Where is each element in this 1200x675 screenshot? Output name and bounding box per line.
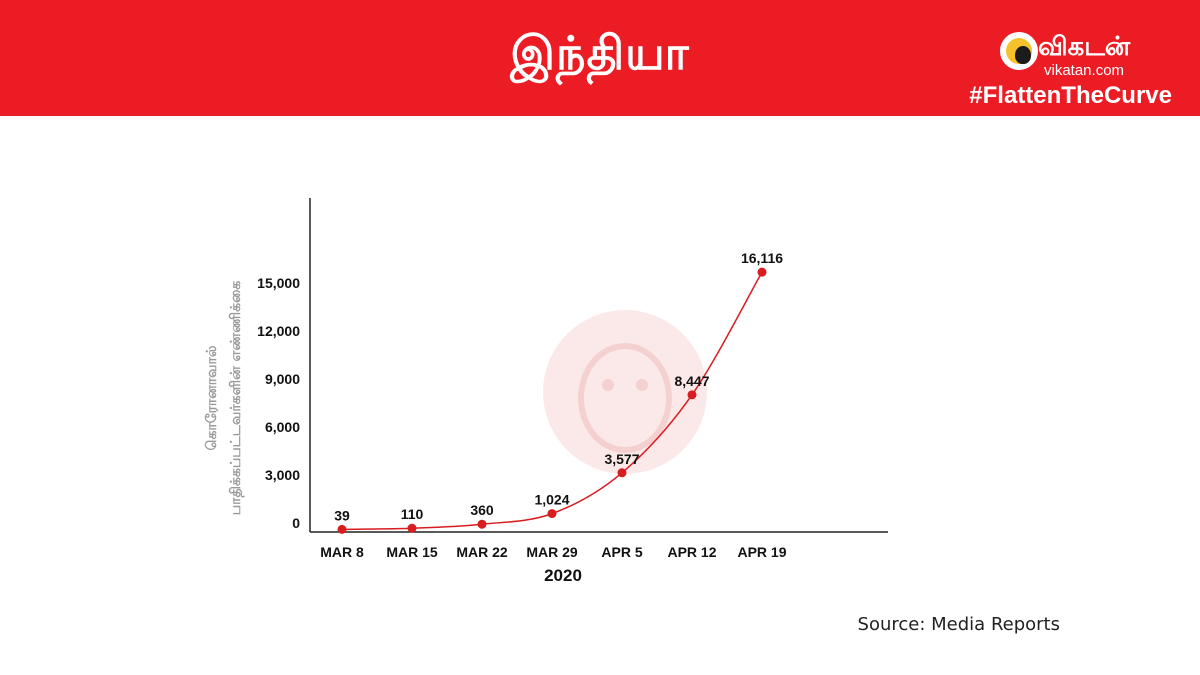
vikatan-logo-icon — [1000, 32, 1038, 70]
data-label: 1,024 — [534, 492, 569, 508]
data-label: 360 — [470, 502, 494, 518]
data-point — [477, 519, 487, 529]
x-tick-label: APR 12 — [667, 544, 716, 560]
x-tick-label: APR 5 — [601, 544, 642, 560]
brand-url: vikatan.com — [1044, 62, 1125, 79]
x-tick-label: MAR 15 — [386, 544, 438, 560]
x-tick-label: MAR 29 — [526, 544, 578, 560]
y-axis-title-line-2: பாதிக்கப்பட்டவர்களின் எண்ணிக்கை — [228, 281, 245, 516]
data-label: 8,447 — [674, 373, 709, 389]
data-label: 110 — [401, 506, 424, 522]
header-banner: இந்தியா விகடன் vikatan.com #FlattenTheCu… — [0, 0, 1200, 116]
x-tick-label: MAR 8 — [320, 544, 364, 560]
data-point — [757, 267, 767, 277]
y-tick-label: 12,000 — [257, 323, 300, 339]
data-point — [337, 524, 347, 534]
y-tick-label: 6,000 — [265, 419, 300, 435]
brand-name: விகடன் — [1038, 32, 1131, 62]
data-point — [617, 468, 627, 478]
hashtag: #FlattenTheCurve — [969, 82, 1172, 109]
y-tick-label: 0 — [292, 515, 300, 531]
y-axis-title: கொரோனாவால் பாதிக்கப்பட்டவர்களின் எண்ணிக்… — [204, 281, 245, 516]
y-tick-label: 3,000 — [265, 467, 300, 483]
data-label: 3,577 — [604, 451, 639, 467]
page-title: இந்தியா — [510, 26, 690, 80]
source-note: Source: Media Reports — [857, 614, 1060, 635]
y-axis-title-line-1: கொரோனாவால் — [204, 345, 220, 450]
data-label: 16,116 — [741, 250, 783, 266]
data-point — [687, 390, 697, 400]
x-tick-label: APR 19 — [737, 544, 786, 560]
x-axis-title: 2020 — [544, 566, 582, 585]
data-point — [547, 509, 557, 519]
watermark-icon — [543, 310, 707, 474]
brand-block: விகடன் vikatan.com #FlattenTheCurve — [942, 32, 1172, 112]
data-point — [407, 523, 417, 533]
data-label: 39 — [334, 507, 350, 523]
y-tick-label: 15,000 — [257, 275, 300, 291]
y-tick-label: 9,000 — [265, 371, 300, 387]
x-tick-label: MAR 22 — [456, 544, 508, 560]
